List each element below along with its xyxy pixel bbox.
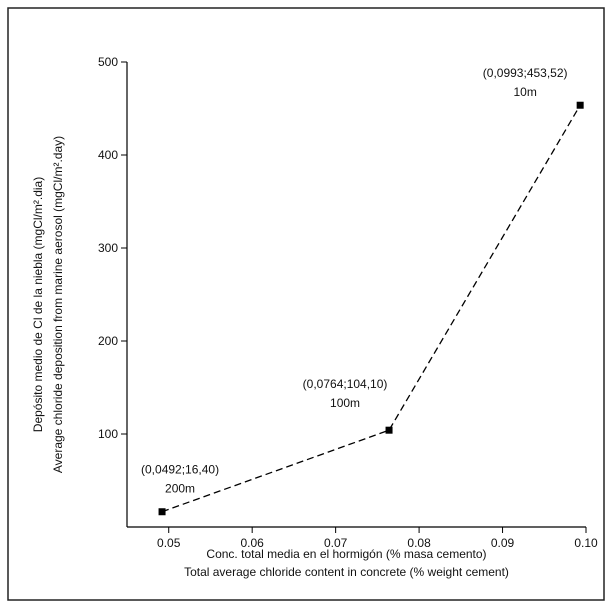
series-line bbox=[161, 104, 581, 513]
data-label: (0,0993;453,52) bbox=[483, 66, 568, 80]
marker bbox=[385, 426, 393, 434]
y-tick-label: 500 bbox=[98, 55, 118, 69]
point-label: 200m bbox=[165, 482, 195, 496]
y-tick-label: 200 bbox=[98, 334, 118, 348]
x-axis-title: Conc. total media en el hormigón (% masa… bbox=[206, 547, 486, 561]
y-axis-title: Depósito medio de Cl de la niebla (mgCl/… bbox=[31, 177, 45, 432]
y-tick-label: 400 bbox=[98, 148, 118, 162]
x-tick-label: 0.08 bbox=[407, 536, 431, 550]
x-axis-title: Total average chloride content in concre… bbox=[184, 565, 509, 579]
x-tick-label: 0.07 bbox=[324, 536, 348, 550]
marker bbox=[576, 101, 584, 109]
point-label: 100m bbox=[330, 396, 360, 410]
marker bbox=[158, 508, 166, 516]
data-label: (0,0492;16,40) bbox=[141, 463, 219, 477]
x-tick-label: 0.06 bbox=[241, 536, 265, 550]
y-tick-label: 300 bbox=[98, 241, 118, 255]
x-tick-label: 0.09 bbox=[491, 536, 515, 550]
data-label: (0,0764;104,10) bbox=[303, 377, 388, 391]
x-tick-label: 0.05 bbox=[157, 536, 181, 550]
frame bbox=[7, 7, 605, 601]
y-tick-label: 100 bbox=[98, 427, 118, 441]
point-label: 10m bbox=[513, 85, 536, 99]
x-tick-label: 0.10 bbox=[574, 536, 598, 550]
y-axis-title: Average chloride deposition from marine … bbox=[51, 136, 65, 473]
